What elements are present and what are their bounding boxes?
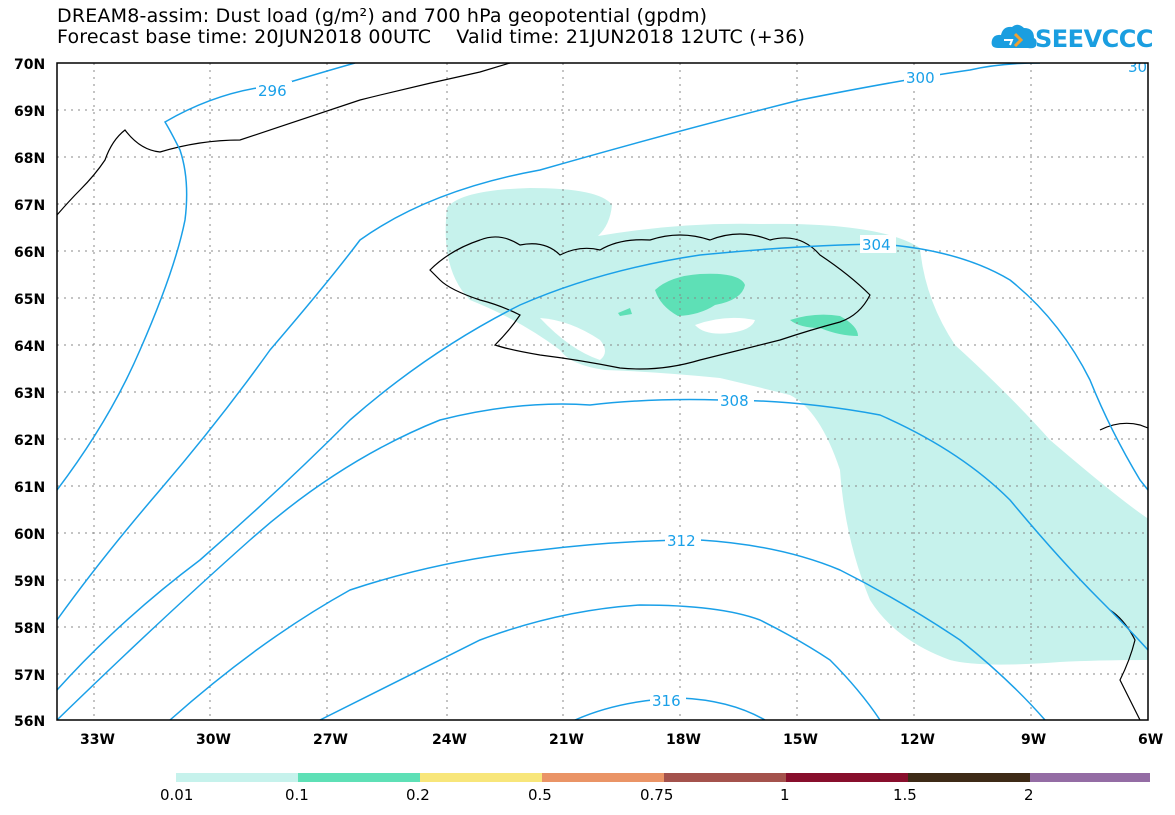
lon-label: 12W [900,732,935,748]
dust-area-mid-east [790,314,858,336]
legend-swatch [908,773,1030,782]
lon-label: 6W [1138,732,1163,748]
lat-label: 66N [14,245,45,261]
clear-patch [540,318,605,360]
lat-label: 64N [14,339,45,355]
lat-label: 68N [14,151,45,167]
lat-label: 59N [14,574,45,590]
legend-swatch [1030,773,1150,782]
color-legend: 0.01 0.1 0.2 0.5 0.75 1 1.5 2 [160,773,1150,804]
lat-label: 65N [14,292,45,308]
contour-label-308: 308 [720,392,749,410]
contour-label-bg [904,68,940,86]
scotland-coast [1109,609,1141,720]
seevccc-logo: SEEVCCC [990,18,1154,58]
contour-label-316: 316 [652,692,681,710]
contour-label-312: 312 [667,532,696,550]
legend-label: 1 [780,786,790,804]
lon-label: 21W [549,732,584,748]
lat-label: 70N [14,57,45,73]
legend-label: 0.5 [528,786,552,804]
legend-swatch [298,773,420,782]
legend-swatch [786,773,908,782]
contour-label-bg [256,81,292,99]
legend-swatch [420,773,542,782]
lat-label: 60N [14,527,45,543]
lat-label: 57N [14,668,45,684]
lon-label: 30W [196,732,231,748]
map-title-line2: Forecast base time: 20JUN2018 00UTC Vali… [57,26,806,48]
legend-swatch [176,773,298,782]
iceland-coast [429,233,871,370]
contour-304 [57,398,1148,720]
clear-patch [695,317,755,334]
latitude-labels: 70N 69N 68N 67N 66N 65N 64N 63N 62N 61N … [14,57,45,730]
contour-label-bg [860,235,896,253]
contour-312 [319,604,881,720]
contour-label-bg [650,691,686,709]
contour-label-bg [718,391,754,409]
legend-swatch [664,773,786,782]
lat-label: 61N [14,480,45,496]
contour-label-30-partial: 30 [1128,58,1147,76]
greenland-coast [57,63,511,216]
lat-label: 58N [14,621,45,637]
lat-label: 63N [14,386,45,402]
logo-text: SEEVCCC [1035,25,1154,53]
lat-label: 67N [14,198,45,214]
faroe-norway-coast [1099,422,1148,431]
contour-300-inner [57,243,1148,691]
contour-label-296: 296 [258,82,287,100]
lon-label: 33W [80,732,115,748]
contour-label-300: 300 [906,69,935,87]
longitude-labels: 33W 30W 27W 24W 21W 18W 15W 12W 9W 6W [80,732,1163,748]
lon-label: 9W [1021,732,1046,748]
coastlines [57,63,1148,720]
map-frame [56,62,1149,721]
dust-area-mid-small [618,308,632,316]
lon-label: 15W [783,732,818,748]
legend-label: 0.2 [406,786,430,804]
legend-label: 0.1 [285,786,309,804]
legend-label: 0.75 [640,786,673,804]
lat-label: 62N [14,433,45,449]
contour-label-304: 304 [862,236,891,254]
legend-swatch [542,773,664,782]
lat-label: 69N [14,104,45,120]
legend-label: 0.01 [160,786,193,804]
lat-label: 56N [14,714,45,730]
contour-label-bg [665,531,701,549]
contour-296 [57,63,356,491]
legend-label: 1.5 [893,786,917,804]
dust-area-mid-west [655,273,745,316]
lon-label: 24W [432,732,467,748]
dust-area-low [445,188,1148,665]
lon-label: 27W [313,732,348,748]
lon-label: 18W [666,732,701,748]
legend-label: 2 [1024,786,1034,804]
map-title-line1: DREAM8-assim: Dust load (g/m²) and 700 h… [57,5,708,27]
cloud-logo-icon [991,24,1037,49]
